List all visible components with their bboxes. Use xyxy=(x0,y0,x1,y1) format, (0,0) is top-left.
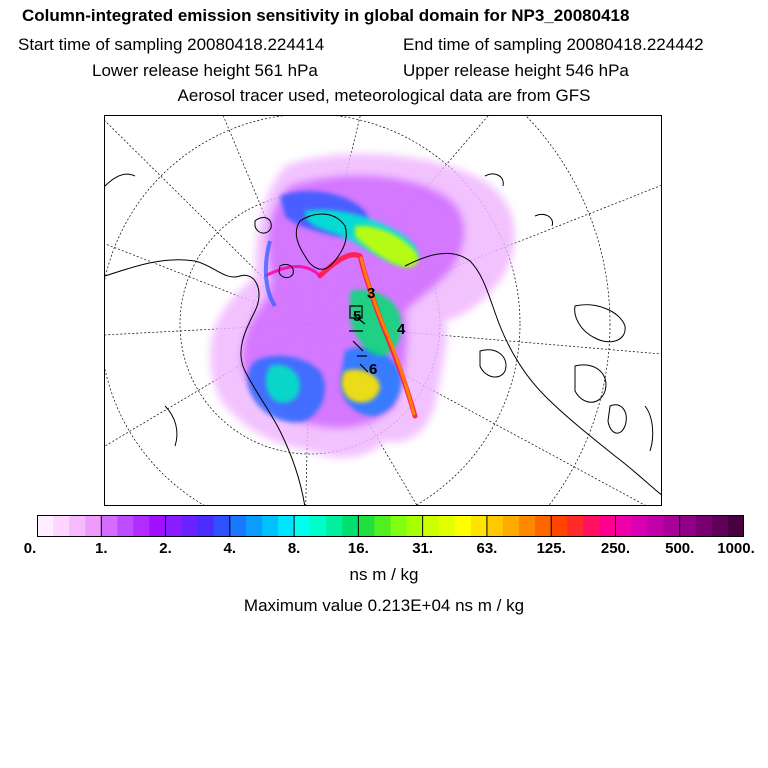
colorbar-swatch xyxy=(406,515,424,537)
colorbar-swatch xyxy=(390,515,408,537)
colorbar-swatch xyxy=(422,515,440,537)
colorbar-swatch xyxy=(37,515,54,537)
colorbar-swatch xyxy=(326,515,343,537)
lower-release-label: Lower release height 561 hPa xyxy=(92,61,318,80)
colorbar-tick-label: 4. xyxy=(223,540,237,557)
colorbar-swatch xyxy=(245,515,263,537)
colorbar-swatch xyxy=(358,515,376,537)
colorbar-swatch xyxy=(695,515,713,537)
end-time-label: End time of sampling 20080418.224442 xyxy=(403,35,704,54)
plume-label-5: 5 xyxy=(353,308,361,325)
start-time-label: Start time of sampling 20080418.224414 xyxy=(18,35,325,54)
colorbar-tick-label: 8. xyxy=(287,540,301,557)
colorbar-tick-label: 2. xyxy=(159,540,172,557)
colorbar-swatch xyxy=(502,515,520,537)
colorbar-swatch xyxy=(213,515,231,537)
flight-track-marks xyxy=(349,305,369,373)
colorbar-swatch xyxy=(294,515,311,537)
colorbar-swatch xyxy=(133,515,151,537)
max-value-label: Maximum value 0.213E+04 ns m / kg xyxy=(243,596,525,615)
colorbar-swatch xyxy=(374,515,392,537)
colorbar-swatch xyxy=(615,515,633,537)
colorbar-swatch xyxy=(631,515,649,537)
colorbar-swatch xyxy=(261,515,279,537)
colorbar-swatch xyxy=(181,515,199,537)
colorbar-swatch xyxy=(85,515,102,537)
colorbar-swatch xyxy=(583,515,600,537)
colorbar-swatch xyxy=(165,515,183,537)
plume-label-3: 3 xyxy=(367,285,375,302)
colorbar-tick-label: 0. xyxy=(23,540,37,557)
colorbar-swatch xyxy=(197,515,215,537)
colorbar-swatch xyxy=(438,515,456,537)
colorbar-tick-label: 500. xyxy=(665,540,695,557)
colorbar-swatch xyxy=(229,515,247,537)
colorbar-swatch xyxy=(567,515,584,537)
colorbar xyxy=(37,515,744,537)
plume-labels: 3 4 5 6 xyxy=(353,285,406,378)
plume-label-4: 4 xyxy=(397,321,406,338)
colorbar-swatch xyxy=(53,515,70,537)
colorbar-swatch xyxy=(535,515,552,537)
plume-label-6: 6 xyxy=(369,361,377,378)
colorbar-swatch xyxy=(278,515,295,537)
colorbar-swatch xyxy=(454,515,472,537)
colorbar-tick-label: 63. xyxy=(476,540,498,557)
colorbar-tick-label: 250. xyxy=(600,540,631,557)
colorbar-tick-label: 16. xyxy=(347,540,369,557)
polar-map: 3 4 5 6 xyxy=(104,115,662,506)
colorbar-swatch xyxy=(551,515,568,537)
colorbar-tick-label: 1000. xyxy=(717,540,755,557)
colorbar-swatch xyxy=(663,515,681,537)
coastlines xyxy=(105,173,661,505)
colorbar-tick-label: 125. xyxy=(536,540,566,557)
colorbar-swatch xyxy=(69,515,86,537)
colorbar-swatch xyxy=(519,515,536,537)
plot-title: Column-integrated emission sensitivity i… xyxy=(22,6,630,25)
colorbar-swatch xyxy=(117,515,135,537)
colorbar-border xyxy=(37,515,744,537)
colorbar-swatch xyxy=(101,515,118,537)
upper-release-label: Upper release height 546 hPa xyxy=(403,61,629,80)
colorbar-tick-label: 31. xyxy=(412,540,434,557)
tracer-info-label: Aerosol tracer used, meteorological data… xyxy=(177,86,591,105)
colorbar-swatch xyxy=(711,515,729,537)
colorbar-unit: ns m / kg xyxy=(349,565,419,584)
colorbar-swatch xyxy=(486,515,504,537)
colorbar-swatch xyxy=(310,515,327,537)
colorbar-swatch xyxy=(342,515,359,537)
colorbar-swatch xyxy=(727,515,744,537)
colorbar-swatch xyxy=(149,515,167,537)
colorbar-swatch xyxy=(470,515,488,537)
colorbar-swatch xyxy=(647,515,665,537)
colorbar-swatch xyxy=(679,515,697,537)
colorbar-tick-label: 1. xyxy=(95,540,108,557)
colorbar-swatch xyxy=(599,515,617,537)
